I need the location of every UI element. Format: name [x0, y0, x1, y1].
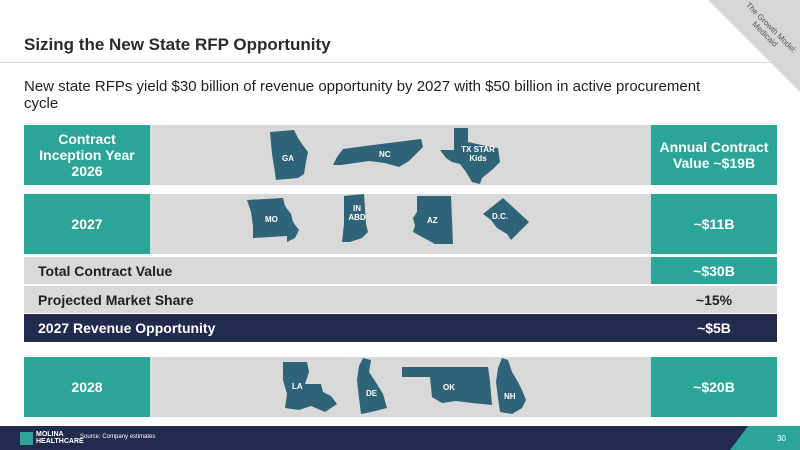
state-in-map [342, 194, 370, 244]
projected-market-share-label: Projected Market Share [38, 291, 194, 308]
title-divider [0, 62, 800, 63]
state-la-label: LA [292, 382, 303, 391]
state-de-map [357, 358, 387, 414]
state-ga-label: GA [282, 154, 294, 163]
state-ok-label: OK [443, 383, 455, 392]
total-contract-value-value: ~$30B [651, 257, 777, 284]
state-nh-label: NH [504, 392, 516, 401]
state-in-label: IN ABD [348, 204, 366, 222]
source-note: Source: Company estimates [80, 434, 156, 440]
state-az-label: AZ [427, 216, 438, 225]
logo-text: MOLINA HEALTHCARE [36, 431, 84, 445]
total-contract-value-label: Total Contract Value [38, 262, 173, 279]
page-title: Sizing the New State RFP Opportunity [24, 35, 331, 54]
revenue-opportunity-row: 2027 Revenue Opportunity ~$5B [24, 314, 777, 342]
state-dc-map [483, 198, 529, 240]
state-la-map [281, 362, 337, 412]
state-tx-map [440, 128, 502, 184]
state-az-map [413, 196, 453, 244]
row-2027-year-cell: 2027 [24, 194, 150, 254]
state-de-label: DE [366, 389, 378, 398]
row-2027-value-cell: ~$11B [651, 194, 777, 254]
row-2026-value-cell: Annual Contract Value ~$19B [651, 125, 777, 185]
projected-market-share-value: ~15% [695, 291, 733, 308]
row-2028-year-cell: 2028 [24, 357, 150, 417]
projected-market-share-row: Projected Market Share ~15% [24, 286, 777, 313]
corner-triangle [708, 0, 800, 92]
subtitle: New state RFPs yield $30 billion of reve… [24, 78, 701, 112]
revenue-opportunity-value: ~$5B [697, 320, 731, 336]
state-nc-map [333, 139, 423, 169]
state-nc-label: NC [379, 150, 391, 159]
state-tx-label: TX STAR Kids [461, 145, 495, 163]
total-contract-value-row: Total Contract Value ~$30B [24, 257, 777, 284]
state-ok-map [402, 367, 492, 407]
row-2026-year-cell: Contract Inception Year 2026 [24, 125, 150, 185]
state-mo-label: MO [265, 215, 278, 224]
state-mo-map [247, 198, 299, 242]
company-logo: MOLINA HEALTHCARE [20, 431, 84, 445]
row-2028-value-cell: ~$20B [651, 357, 777, 417]
corner-tag: The Growth Model: Medicaid [708, 0, 800, 92]
state-nh-map [494, 358, 528, 414]
state-ga-map [268, 130, 310, 180]
footer-bar: MOLINA HEALTHCARE Source: Company estima… [0, 426, 800, 450]
revenue-opportunity-label: 2027 Revenue Opportunity [38, 320, 216, 336]
logo-mark-icon [20, 431, 33, 445]
page-number: 30 [730, 426, 800, 450]
state-dc-label: D.C. [492, 212, 508, 221]
